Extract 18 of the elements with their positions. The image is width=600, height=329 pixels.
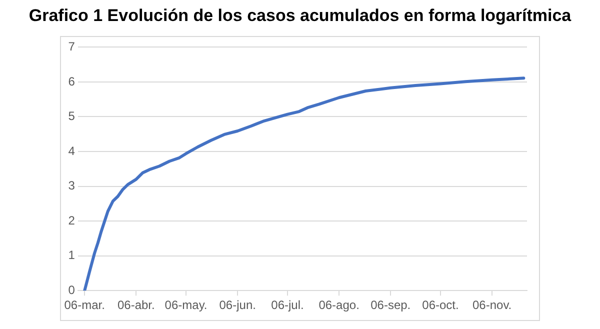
x-tick-label: 06-may. xyxy=(164,298,208,312)
x-tick-label: 06-nov. xyxy=(472,298,512,312)
y-tick-label: 5 xyxy=(68,109,76,124)
chart-title: Grafico 1 Evolución de los casos acumulados en forma logarítmica xyxy=(28,6,572,26)
x-tick-label: 06-jun. xyxy=(219,298,256,312)
y-tick-label: 6 xyxy=(68,74,76,88)
x-tick-label: 06-abr. xyxy=(117,298,155,312)
x-tick-label: 06-mar. xyxy=(64,298,105,312)
y-tick-label: 2 xyxy=(68,213,76,228)
y-tick-label: 3 xyxy=(68,178,76,193)
y-tick-label: 7 xyxy=(68,40,76,54)
x-tick-label: 06-ago. xyxy=(318,298,360,312)
x-tick-label: 06-jul. xyxy=(271,298,304,312)
x-tick-label: 06-sep. xyxy=(370,298,411,312)
x-tick-label: 06-oct. xyxy=(422,298,459,312)
y-tick-label: 4 xyxy=(68,144,76,158)
y-tick-label: 1 xyxy=(68,248,76,262)
y-tick-label: 0 xyxy=(68,282,76,297)
